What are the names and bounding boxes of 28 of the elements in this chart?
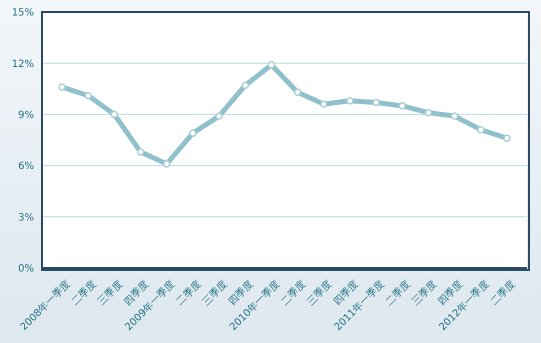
- point: [450, 112, 458, 120]
- point: [503, 134, 511, 142]
- y-tick-label: 3%: [18, 212, 34, 224]
- point: [58, 83, 66, 91]
- point: [110, 110, 118, 118]
- x-tick-label: 二季度: [174, 278, 204, 308]
- point: [398, 102, 406, 110]
- y-tick-label: 0%: [18, 264, 34, 275]
- y-tick-label: 6%: [18, 161, 34, 172]
- y-tick-label: 15%: [12, 8, 34, 19]
- point: [372, 98, 380, 106]
- point: [189, 129, 197, 137]
- point: [84, 92, 92, 100]
- y-tick-label: 9%: [18, 110, 34, 121]
- point: [320, 100, 328, 108]
- point: [294, 88, 302, 96]
- point: [477, 126, 485, 134]
- point: [346, 96, 354, 104]
- x-tick-label: 二季度: [69, 278, 99, 308]
- point: [268, 61, 276, 69]
- point: [162, 160, 170, 168]
- x-tick-label: 二季度: [488, 278, 518, 308]
- x-tick-label: 二季度: [383, 278, 413, 308]
- y-tick-label: 12%: [12, 58, 34, 70]
- point: [136, 148, 144, 156]
- point: [424, 108, 432, 116]
- point: [241, 82, 249, 90]
- point: [215, 112, 223, 120]
